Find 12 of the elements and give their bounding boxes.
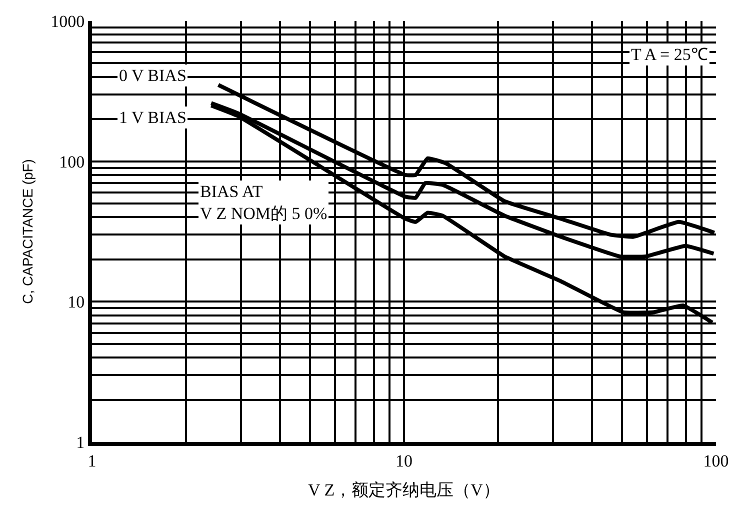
y-tick-label: 10	[68, 292, 85, 312]
series-label: 1 V BIAS	[119, 108, 186, 127]
x-tick-label: 100	[703, 451, 729, 470]
y-axis-title: C, CAPACITANCE (pF)	[20, 159, 36, 304]
x-axis-title: V Z，额定齐纳电压（V）	[308, 480, 500, 500]
annotation: T A = 25℃	[631, 45, 708, 64]
y-tick-label: 1000	[50, 12, 85, 31]
y-tick-label: 1	[76, 432, 85, 452]
series-label: BIAS AT V Z NOM的 5 0%	[200, 182, 328, 224]
x-tick-label: 10	[396, 451, 412, 470]
series-label: 0 V BIAS	[119, 66, 186, 85]
y-tick-label: 100	[59, 152, 85, 172]
